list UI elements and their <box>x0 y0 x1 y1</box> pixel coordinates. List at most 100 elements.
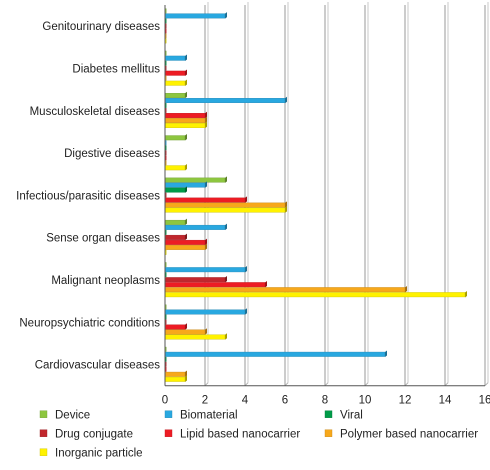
bar-side-biomaterial-infectious-parasitic-diseases <box>205 181 207 188</box>
bar-side-lipid-based-nanocarrier-malignant-neoplasms <box>265 280 267 288</box>
bar-side-drug-conjugate-sense-organ-diseases <box>185 233 187 241</box>
bar-side-inorganic-particle-digestive-diseases <box>185 164 187 171</box>
category-label-cardiovascular-diseases: Cardiovascular diseases <box>35 360 161 372</box>
bar-polymer-based-nanocarrier-cardiovascular-diseases <box>164 371 186 377</box>
legend-label-biomaterial: Biomaterial <box>180 410 238 422</box>
bar-side-biomaterial-musculoskeletal-diseases <box>285 96 287 104</box>
bar-side-viral-infectious-parasitic-diseases <box>185 186 187 193</box>
legend-swatch-inorganic-particle <box>39 448 48 456</box>
legend-swatch-biomaterial <box>164 410 173 418</box>
legend-swatch-device <box>39 410 48 418</box>
bar-side-lipid-based-nanocarrier-neuropsychiatric-conditions <box>185 323 187 330</box>
bar-biomaterial-genitourinary-diseases <box>164 13 226 19</box>
bar-side-device-infectious-parasitic-diseases <box>225 176 227 183</box>
bar-lipid-based-nanocarrier-malignant-neoplasms <box>164 282 266 288</box>
bar-inorganic-particle-malignant-neoplasms <box>164 292 466 298</box>
bar-biomaterial-neuropsychiatric-conditions <box>164 309 246 315</box>
bar-inorganic-particle-musculoskeletal-diseases <box>164 123 206 128</box>
legend-swatch-drug-conjugate <box>39 429 48 437</box>
bar-lipid-based-nanocarrier-neuropsychiatric-conditions <box>164 324 186 330</box>
bar-polymer-based-nanocarrier-neuropsychiatric-conditions <box>164 329 206 335</box>
bar-side-inorganic-particle-neuropsychiatric-conditions <box>225 333 227 340</box>
bar-biomaterial-musculoskeletal-diseases <box>164 98 286 103</box>
category-label-genitourinary-diseases: Genitourinary diseases <box>42 21 160 33</box>
bar-side-biomaterial-malignant-neoplasms <box>245 265 247 273</box>
bar-side-biomaterial-sense-organ-diseases <box>225 223 227 231</box>
bar-polymer-based-nanocarrier-musculoskeletal-diseases <box>164 118 206 123</box>
category-label-diabetes-mellitus: Diabetes mellitus <box>72 63 160 75</box>
bar-lipid-based-nanocarrier-diabetes-mellitus <box>164 70 186 76</box>
bar-inorganic-particle-neuropsychiatric-conditions <box>164 334 226 340</box>
bar-side-polymer-based-nanocarrier-malignant-neoplasms <box>405 285 407 293</box>
category-label-neuropsychiatric-conditions: Neuropsychiatric conditions <box>19 317 160 329</box>
tick-labels: 0 2 4 6 8 10 12 14 16 <box>162 395 490 407</box>
bar-side-polymer-based-nanocarrier-infectious-parasitic-diseases <box>285 201 287 208</box>
bar-side-polymer-based-nanocarrier-neuropsychiatric-conditions <box>205 328 207 335</box>
bar-biomaterial-diabetes-mellitus <box>164 55 186 61</box>
bar-side-lipid-based-nanocarrier-sense-organ-diseases <box>205 238 207 246</box>
bar-lipid-based-nanocarrier-musculoskeletal-diseases <box>164 113 206 118</box>
legend-label-viral: Viral <box>340 410 363 422</box>
bar-biomaterial-sense-organ-diseases <box>164 224 226 230</box>
bar-drug-conjugate-sense-organ-diseases <box>164 234 186 240</box>
bar-side-drug-conjugate-malignant-neoplasms <box>225 275 227 283</box>
bar-device-sense-organ-diseases <box>164 219 186 225</box>
bar-viral-infectious-parasitic-diseases <box>164 187 186 193</box>
bar-device-infectious-parasitic-diseases <box>164 177 226 183</box>
grid-lines <box>204 2 489 387</box>
bar-lipid-based-nanocarrier-sense-organ-diseases <box>164 239 206 245</box>
bar-side-device-musculoskeletal-diseases <box>185 91 187 99</box>
x-tick-label-14: 14 <box>439 395 452 407</box>
bar-side-biomaterial-genitourinary-diseases <box>225 12 227 19</box>
x-tick-label-10: 10 <box>359 395 372 407</box>
legend-label-polymer-based-nanocarrier: Polymer based nanocarrier <box>340 429 478 441</box>
legend-label-drug-conjugate: Drug conjugate <box>55 429 133 441</box>
bar-side-polymer-based-nanocarrier-sense-organ-diseases <box>205 243 207 251</box>
x-tick-label-8: 8 <box>322 395 328 407</box>
category-label-malignant-neoplasms: Malignant neoplasms <box>51 275 160 287</box>
category-label-musculoskeletal-diseases: Musculoskeletal diseases <box>30 106 161 118</box>
category-labels: Genitourinary diseases Diabetes mellitus M… <box>16 21 160 371</box>
bar-side-inorganic-particle-cardiovascular-diseases <box>185 375 187 383</box>
bar-biomaterial-cardiovascular-diseases <box>164 351 386 357</box>
bars <box>164 8 467 383</box>
x-tick-label-0: 0 <box>162 395 168 407</box>
bar-drug-conjugate-malignant-neoplasms <box>164 277 226 283</box>
bar-side-inorganic-particle-musculoskeletal-diseases <box>205 121 207 129</box>
bar-inorganic-particle-infectious-parasitic-diseases <box>164 207 286 213</box>
category-label-sense-organ-diseases: Sense organ diseases <box>46 233 160 245</box>
bar-side-biomaterial-cardiovascular-diseases <box>385 350 387 358</box>
bar-biomaterial-infectious-parasitic-diseases <box>164 182 206 188</box>
x-tick-label-12: 12 <box>399 395 412 407</box>
category-label-infectious-parasitic-diseases: Infectious/parasitic diseases <box>16 190 160 202</box>
bar-side-inorganic-particle-diabetes-mellitus <box>185 79 187 86</box>
bar-side-lipid-based-nanocarrier-diabetes-mellitus <box>185 69 187 76</box>
bar-side-inorganic-particle-infectious-parasitic-diseases <box>285 206 287 213</box>
legend: Device Biomaterial Viral Drug conjugate Lipi… <box>39 410 478 460</box>
x-tick-label-6: 6 <box>282 395 288 407</box>
bar-inorganic-particle-cardiovascular-diseases <box>164 376 186 382</box>
bar-side-lipid-based-nanocarrier-musculoskeletal-diseases <box>205 111 207 119</box>
bar-side-lipid-based-nanocarrier-infectious-parasitic-diseases <box>245 196 247 203</box>
bar-side-device-sense-organ-diseases <box>185 218 187 226</box>
bar-side-inorganic-particle-malignant-neoplasms <box>465 290 467 298</box>
legend-swatch-polymer-based-nanocarrier <box>324 429 333 437</box>
axes <box>164 5 485 387</box>
legend-swatch-viral <box>324 410 333 418</box>
legend-swatch-lipid-based-nanocarrier <box>164 429 173 437</box>
legend-label-inorganic-particle: Inorganic particle <box>55 448 143 460</box>
bar-inorganic-particle-digestive-diseases <box>164 165 186 171</box>
x-tick-label-16: 16 <box>479 395 490 407</box>
bar-polymer-based-nanocarrier-infectious-parasitic-diseases <box>164 202 286 208</box>
bar-lipid-based-nanocarrier-infectious-parasitic-diseases <box>164 197 246 203</box>
bar-biomaterial-malignant-neoplasms <box>164 267 246 273</box>
category-label-digestive-diseases: Digestive diseases <box>64 148 160 160</box>
x-tick-label-4: 4 <box>242 395 249 407</box>
bar-device-musculoskeletal-diseases <box>164 93 186 98</box>
bar-polymer-based-nanocarrier-sense-organ-diseases <box>164 244 206 250</box>
bar-device-digestive-diseases <box>164 135 186 141</box>
bar-side-biomaterial-diabetes-mellitus <box>185 54 187 61</box>
bar-side-device-digestive-diseases <box>185 134 187 141</box>
legend-label-device: Device <box>55 410 90 422</box>
